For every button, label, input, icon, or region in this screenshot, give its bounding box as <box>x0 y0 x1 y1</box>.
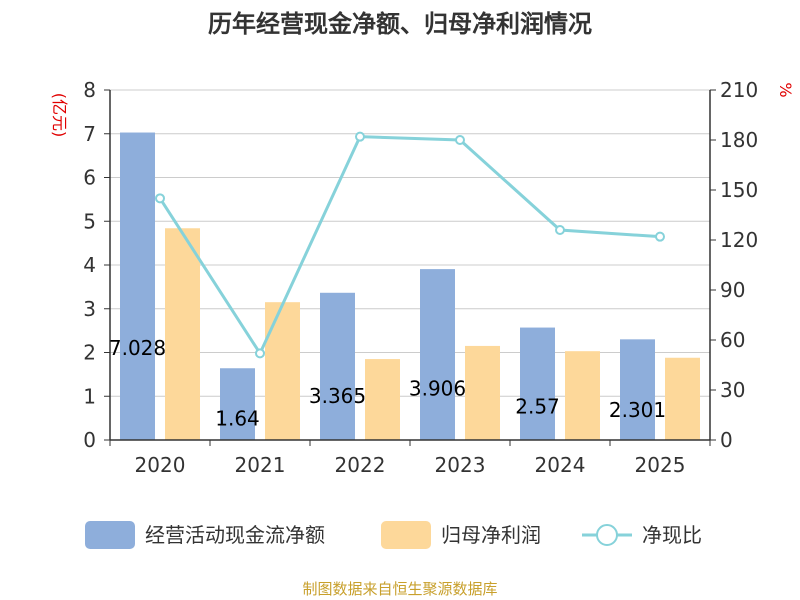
ratio-point <box>255 348 265 359</box>
y-left-tick-label: 7 <box>83 122 96 146</box>
axes: 0 1 2 3 4 5 6 7 8 0 30 60 90 120 150 180 210 2020 2021 2022… <box>83 78 758 477</box>
legend[interactable]: 经营活动现金流净额 归母净利润 净现比 <box>85 521 702 549</box>
legend-label-netprofit: 归母净利润 <box>441 523 541 547</box>
legend-item-ratio[interactable]: 净现比 <box>582 523 702 547</box>
legend-swatch-netprofit <box>381 521 431 549</box>
x-tick-label: 2023 <box>435 453 486 477</box>
y-right-tick-label: 120 <box>720 228 758 252</box>
ratio-point <box>155 193 165 204</box>
x-tick-label: 2024 <box>535 453 586 477</box>
bar-netprofit <box>465 345 500 440</box>
data-label-cashflow: 2.301 <box>609 398 666 422</box>
chart-title: 历年经营现金净额、归母净利润情况 <box>208 10 592 38</box>
data-label-cashflow: 2.57 <box>515 394 560 418</box>
y-left-unit: (亿元) <box>50 93 69 138</box>
ratio-point <box>555 225 565 235</box>
legend-label-ratio: 净现比 <box>642 523 702 547</box>
y-left-tick-label: 8 <box>83 78 96 102</box>
y-right-tick-label: 0 <box>720 428 733 452</box>
bar-cashflow <box>220 368 255 440</box>
ratio-point <box>655 231 665 242</box>
grid-lines <box>110 89 710 397</box>
bar-cashflow <box>320 292 355 440</box>
y-left-tick-label: 0 <box>83 428 96 452</box>
bar-cashflow <box>120 132 155 440</box>
legend-item-netprofit[interactable]: 归母净利润 <box>381 521 541 549</box>
y-left-tick-label: 6 <box>83 166 96 190</box>
y-right-tick-label: 180 <box>720 128 758 152</box>
bar-cashflow <box>520 327 555 440</box>
ratio-line <box>155 131 665 359</box>
bar-netprofit <box>365 359 400 440</box>
ratio-line-path <box>158 135 661 357</box>
bar-netprofit <box>565 351 600 440</box>
ratio-point <box>455 135 465 145</box>
y-left-tick-label: 3 <box>83 297 96 321</box>
legend-label-cashflow: 经营活动现金流净额 <box>145 523 325 547</box>
legend-marker-ratio <box>596 524 618 546</box>
x-tick-label: 2021 <box>235 453 286 477</box>
y-right-tick-label: 30 <box>720 378 745 402</box>
data-label-cashflow: 1.64 <box>215 406 260 430</box>
bars <box>120 132 700 440</box>
y-left-tick-label: 1 <box>83 384 96 408</box>
x-tick-label: 2020 <box>135 453 186 477</box>
data-label-cashflow: 3.906 <box>409 377 466 401</box>
data-labels: 7.028 1.64 3.365 3.906 2.57 2.301 <box>109 336 666 431</box>
data-label-cashflow: 7.028 <box>109 336 166 360</box>
legend-item-cashflow[interactable]: 经营活动现金流净额 <box>85 521 325 549</box>
ratio-point <box>355 131 365 142</box>
y-left-tick-label: 2 <box>83 341 96 365</box>
bar-cashflow <box>620 339 655 440</box>
y-right-tick-label: 90 <box>720 278 745 302</box>
bar-netprofit <box>165 228 200 440</box>
y-left-tick-label: 4 <box>83 253 96 277</box>
x-tick-label: 2025 <box>635 453 686 477</box>
y-right-tick-label: 60 <box>720 328 745 352</box>
x-tick-label: 2022 <box>335 453 386 477</box>
bar-cashflow <box>420 269 455 440</box>
source-note: 制图数据来自恒生聚源数据库 <box>302 580 497 598</box>
y-right-tick-label: 210 <box>720 78 758 102</box>
y-left-tick-label: 5 <box>83 209 96 233</box>
bar-netprofit <box>665 357 700 440</box>
bar-netprofit <box>265 302 300 440</box>
y-right-tick-label: 150 <box>720 178 758 202</box>
y-right-unit: % <box>776 82 795 97</box>
legend-swatch-cashflow <box>85 521 135 549</box>
data-label-cashflow: 3.365 <box>309 384 366 408</box>
